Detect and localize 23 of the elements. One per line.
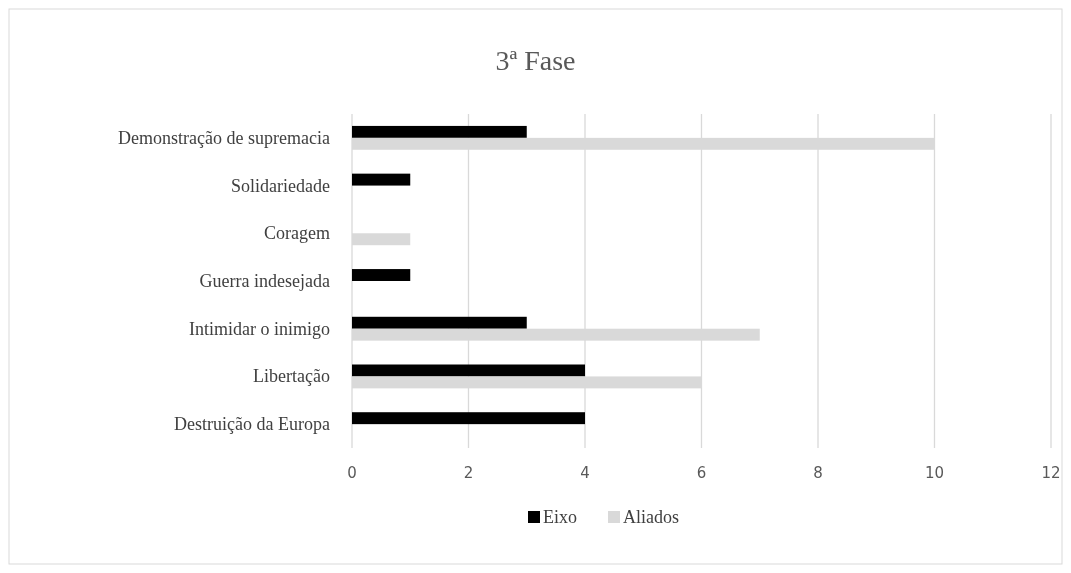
x-tick-label: 12 xyxy=(1041,464,1061,482)
bar xyxy=(352,125,527,138)
x-tick-label: 4 xyxy=(580,464,590,482)
y-tick-label: Solidariedade xyxy=(231,175,331,196)
bar xyxy=(352,364,585,377)
y-tick-label: Demonstração de supremacia xyxy=(118,127,331,148)
x-tick-label: 10 xyxy=(924,464,945,482)
bar xyxy=(352,412,585,425)
legend-label: Aliados xyxy=(623,507,679,527)
x-tick-label: 2 xyxy=(463,464,474,482)
chart-title: 3ª Fase xyxy=(495,45,576,76)
y-tick-label: Coragem xyxy=(264,223,330,244)
y-tick-label: Guerra indesejada xyxy=(199,271,330,291)
bar xyxy=(352,269,411,281)
x-tick-label: 0 xyxy=(347,464,357,482)
bar xyxy=(352,173,411,186)
x-tick-label: 8 xyxy=(813,464,823,482)
legend-label: Eixo xyxy=(543,507,577,527)
y-tick-label: Destruição da Europa xyxy=(174,414,331,435)
bar xyxy=(352,316,527,329)
y-tick-label: Libertação xyxy=(253,366,330,387)
x-tick-label: 6 xyxy=(696,464,707,482)
y-tick-label: Intimidar o inimigo xyxy=(189,318,330,339)
